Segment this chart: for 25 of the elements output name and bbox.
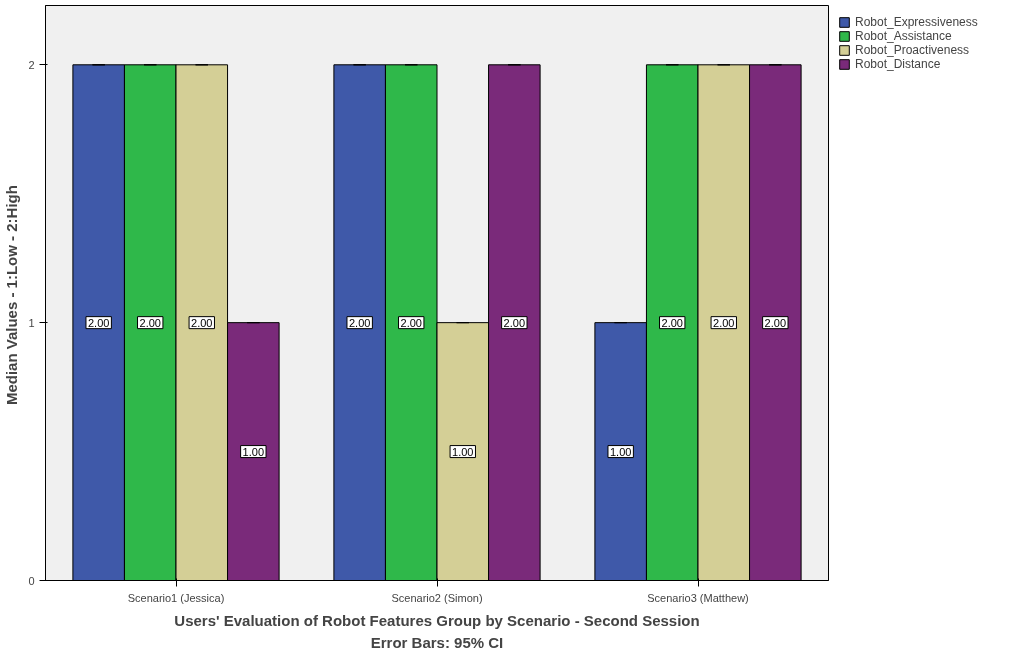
legend-label: Robot_Expressiveness <box>855 15 978 29</box>
legend-label: Robot_Proactiveness <box>855 43 970 57</box>
x-tick-label: Scenario1 (Jessica) <box>127 591 225 604</box>
data-label: 2.00 <box>87 316 110 329</box>
x-tick-label: Scenario3 (Matthew) <box>647 591 749 604</box>
text: Error Bars: 95% CI <box>370 633 504 651</box>
data-label: 2.00 <box>139 316 161 329</box>
data-label: 1.00 <box>452 445 474 458</box>
legend-label: Robot_Distance <box>855 57 941 71</box>
data-label: 2.00 <box>400 316 422 329</box>
data-label: 1.00 <box>609 445 632 458</box>
data-label: 2.00 <box>661 316 683 329</box>
y-tick-label: 2 <box>28 58 35 71</box>
x-tick-label: Scenario2 (Simon) <box>391 591 483 604</box>
x-axis-title: Users' Evaluation of Robot Features Group by Scenario - Second Session <box>174 611 700 629</box>
y-tick-label: 0 <box>28 574 35 587</box>
data-label: 2.00 <box>713 316 735 329</box>
y-tick-label: 1 <box>28 316 35 329</box>
y-axis-title: Median Values - 1:Low - 2:High <box>3 185 21 406</box>
legend-label: Robot_Assistance <box>855 29 952 43</box>
data-label: 2.00 <box>764 316 787 329</box>
data-label: 2.00 <box>348 316 371 329</box>
data-label: 1.00 <box>242 445 265 458</box>
data-label: 2.00 <box>191 316 213 329</box>
data-label: 2.00 <box>503 316 526 329</box>
